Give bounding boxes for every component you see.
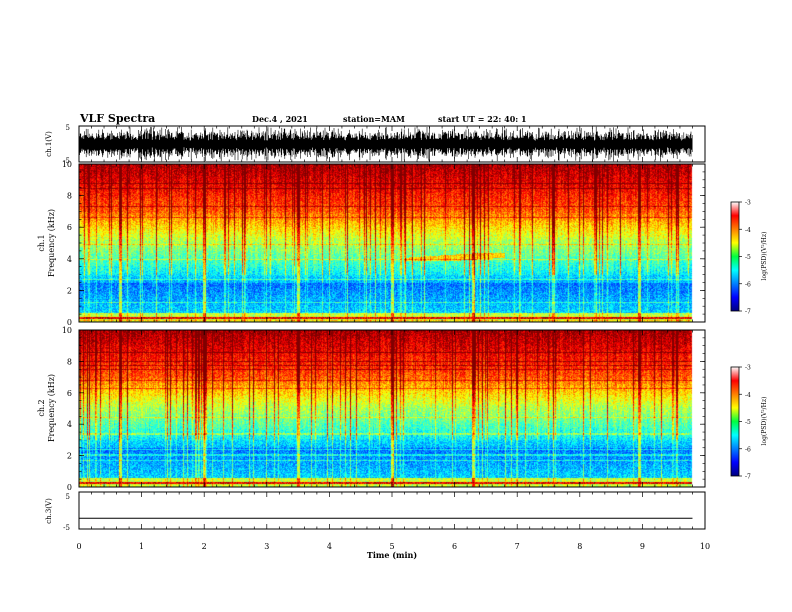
ch1-ylabel: ch.1(V) <box>45 131 53 157</box>
ch2-colorbar: -3 -4 -5 -6 -7 log(PSD)(V²/Hz) <box>730 365 768 481</box>
ch1-colorbar-label: log(PSD)(V²/Hz) <box>761 232 768 281</box>
y-tick-label: 10 <box>62 160 72 169</box>
time-axis-label: Time (min) <box>367 550 417 560</box>
ch2-colorbar-ticks: -3 -4 -5 -6 -7 <box>739 365 751 481</box>
x-tick-label: 7 <box>515 542 520 551</box>
ch2-spectrogram-panel: 0 2 4 6 8 10 ch.2 Frequency (kHz) <box>37 326 706 492</box>
y-tick-label: 6 <box>67 389 72 398</box>
ch3-ytick-top: 5 <box>66 493 70 501</box>
x-tick-label: 1 <box>139 542 144 551</box>
time-axis-ticks <box>78 126 706 529</box>
ch1-ytick-bottom: -5 <box>63 157 70 165</box>
ch1-colorbar: -3 -4 -5 -6 -7 log(PSD)(V²/Hz) <box>730 200 768 316</box>
y-tick-label: 2 <box>67 452 72 461</box>
ch2-spectrogram-heatmap <box>79 330 705 487</box>
colorbar-tick-label: -4 <box>745 227 751 234</box>
date-label: Dec.4 , 2021 <box>252 114 308 124</box>
ch3-ylabel: ch.3(V) <box>45 498 53 524</box>
ch2-colorbar-label: log(PSD)(V²/Hz) <box>761 397 768 446</box>
y-tick-label: 6 <box>67 223 72 232</box>
ch1-channel-label: ch.1 <box>37 234 46 251</box>
x-tick-label: 8 <box>577 542 582 551</box>
ch1-spectrogram-heatmap <box>79 164 705 322</box>
x-tick-label: 6 <box>452 542 457 551</box>
time-axis-tick-labels: 0 1 2 3 4 5 6 7 8 9 10 <box>76 542 710 551</box>
colorbar-tick-label: -3 <box>745 365 751 372</box>
ch2-frequency-axis-label: Frequency (kHz) <box>47 374 56 442</box>
station-label: station=MAM <box>343 114 405 124</box>
colorbar-tick-label: -4 <box>745 392 751 399</box>
ch3-waveform-panel: 5 -5 ch.3(V) <box>45 491 706 532</box>
x-tick-label: 0 <box>76 542 81 551</box>
colorbar-tick-label: -5 <box>745 419 751 426</box>
ch1-frequency-ticks: 0 2 4 6 8 10 <box>62 160 705 327</box>
colorbar-tick-label: -6 <box>745 446 751 453</box>
x-tick-label: 4 <box>327 542 332 551</box>
x-tick-label: 2 <box>202 542 207 551</box>
colorbar-tick-label: -7 <box>745 474 751 481</box>
ch1-waveform-path <box>78 126 693 162</box>
y-tick-label: 10 <box>62 326 72 335</box>
x-tick-label: 3 <box>264 542 269 551</box>
y-tick-label: 4 <box>67 255 72 264</box>
ch1-spectrogram-panel: 0 2 4 6 8 10 ch.1 Frequency (kHz) <box>37 160 706 327</box>
colorbar-tick-label: -5 <box>745 254 751 261</box>
y-tick-label: 2 <box>67 286 72 295</box>
ch1-frequency-axis-label: Frequency (kHz) <box>47 209 56 277</box>
ch1-waveform-panel: 5 -5 ch.1(V) <box>45 124 706 165</box>
y-tick-label: 8 <box>67 192 72 201</box>
figure-title: VLF Spectra <box>79 112 155 125</box>
start-time-label: start UT = 22: 40: 1 <box>438 114 527 124</box>
x-tick-label: 10 <box>700 542 710 551</box>
colorbar-tick-label: -7 <box>745 309 751 316</box>
ch3-ytick-bottom: -5 <box>63 524 70 532</box>
ch2-channel-label: ch.2 <box>37 399 46 416</box>
ch2-frequency-ticks: 0 2 4 6 8 10 <box>62 326 705 492</box>
ch1-ytick-top: 5 <box>66 124 70 132</box>
x-tick-label: 5 <box>389 542 394 551</box>
y-tick-label: 4 <box>67 420 72 429</box>
x-tick-label: 9 <box>640 542 645 551</box>
colorbar-tick-label: -3 <box>745 200 751 207</box>
y-tick-label: 0 <box>67 318 72 327</box>
ch1-waveform-trace <box>78 126 693 162</box>
colorbar-tick-label: -6 <box>745 281 751 288</box>
ch1-colorbar-ticks: -3 -4 -5 -6 -7 <box>739 200 751 316</box>
y-tick-label: 8 <box>67 357 72 366</box>
y-tick-label: 0 <box>67 483 72 492</box>
